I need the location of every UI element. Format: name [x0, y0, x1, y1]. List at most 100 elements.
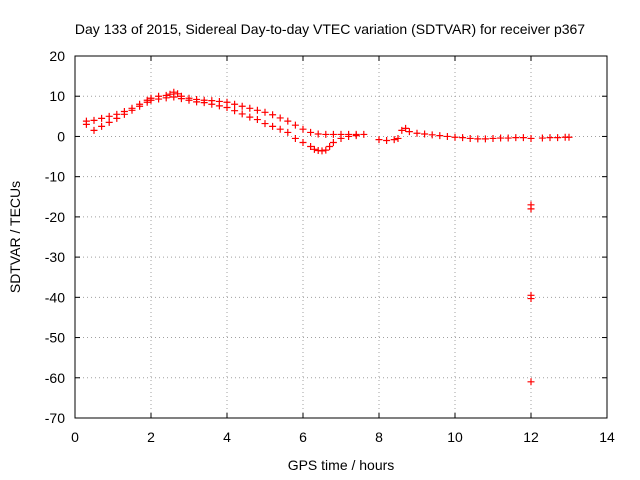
- plot-frame: [74, 55, 608, 419]
- data-point: [200, 99, 208, 107]
- y-tick-label: -70: [45, 410, 65, 426]
- data-point: [527, 295, 535, 303]
- data-point: [421, 130, 429, 138]
- data-point: [527, 134, 535, 142]
- data-point: [261, 108, 269, 116]
- chart-title: Day 133 of 2015, Sidereal Day-to-day VTE…: [75, 21, 585, 37]
- data-point: [238, 110, 246, 118]
- x-axis-label: GPS time / hours: [288, 457, 395, 473]
- data-point: [177, 95, 185, 103]
- data-point: [238, 102, 246, 110]
- data-point: [120, 110, 128, 118]
- data-point: [390, 136, 398, 144]
- x-tick-label: 8: [375, 429, 383, 445]
- data-point: [329, 138, 337, 146]
- data-point: [166, 90, 174, 98]
- data-point: [269, 122, 277, 130]
- data-point: [143, 98, 151, 106]
- data-point: [276, 114, 284, 122]
- data-point: [98, 114, 106, 122]
- data-point: [497, 134, 505, 142]
- y-tick-label: 0: [57, 128, 65, 144]
- data-point: [147, 96, 155, 104]
- data-point: [299, 125, 307, 133]
- data-point: [193, 98, 201, 106]
- y-axis-label: SDTVAR / TECUs: [7, 181, 23, 293]
- x-tick-label: 0: [71, 429, 79, 445]
- data-point: [253, 106, 261, 114]
- data-point: [269, 111, 277, 119]
- data-point: [413, 129, 421, 137]
- y-tick-label: -40: [45, 289, 65, 305]
- x-tick-label: 4: [223, 429, 231, 445]
- data-point: [436, 132, 444, 140]
- data-point: [405, 128, 413, 136]
- data-point: [155, 95, 163, 103]
- x-tick-label: 6: [299, 429, 307, 445]
- data-point: [246, 104, 254, 112]
- data-point: [345, 132, 353, 140]
- data-point: [246, 113, 254, 121]
- data-point: [489, 134, 497, 142]
- data-point: [546, 134, 554, 142]
- data-point: [474, 135, 482, 143]
- data-point: [322, 146, 330, 154]
- data-point: [314, 130, 322, 138]
- data-point: [504, 134, 512, 142]
- data-point: [128, 106, 136, 114]
- data-point: [459, 134, 467, 142]
- data-point: [360, 130, 368, 138]
- data-point: [105, 118, 113, 126]
- data-point: [318, 147, 326, 155]
- data-point: [299, 138, 307, 146]
- data-point: [291, 121, 299, 129]
- data-point: [451, 133, 459, 141]
- data-point: [291, 134, 299, 142]
- data-point: [443, 132, 451, 140]
- data-point: [538, 134, 546, 142]
- x-tick-label: 14: [599, 429, 615, 445]
- data-point: [565, 133, 573, 141]
- data-point: [527, 378, 535, 386]
- x-tick-label: 2: [147, 429, 155, 445]
- data-point: [554, 134, 562, 142]
- data-point: [174, 90, 182, 98]
- data-point: [215, 102, 223, 110]
- data-point: [284, 128, 292, 136]
- data-point: [261, 120, 269, 128]
- data-point: [512, 134, 520, 142]
- data-point: [223, 103, 231, 111]
- y-tick-label: -50: [45, 330, 65, 346]
- data-point: [170, 93, 178, 101]
- data-point: [162, 94, 170, 102]
- data-point: [231, 107, 239, 115]
- data-point: [82, 120, 90, 128]
- data-point: [90, 126, 98, 134]
- data-point: [307, 143, 315, 150]
- y-tick-label: -20: [45, 209, 65, 225]
- data-point: [276, 125, 284, 133]
- data-point: [466, 134, 474, 142]
- y-tick-label: 10: [49, 88, 65, 104]
- data-point: [136, 102, 144, 110]
- data-point: [322, 130, 330, 138]
- data-point: [398, 126, 406, 134]
- data-point: [326, 143, 334, 150]
- y-tick-label: -10: [45, 169, 65, 185]
- data-point: [105, 112, 113, 120]
- data-point: [185, 96, 193, 104]
- data-point: [337, 134, 345, 142]
- x-tick-label: 10: [447, 429, 463, 445]
- data-point: [428, 131, 436, 139]
- data-point: [310, 145, 318, 153]
- data-point: [383, 136, 391, 144]
- y-tick-label: -30: [45, 249, 65, 265]
- data-point: [519, 134, 527, 142]
- data-point: [527, 205, 535, 213]
- data-point: [375, 136, 383, 144]
- data-point: [394, 134, 402, 142]
- data-point: [253, 116, 261, 124]
- data-point: [352, 132, 360, 140]
- data-point: [481, 135, 489, 143]
